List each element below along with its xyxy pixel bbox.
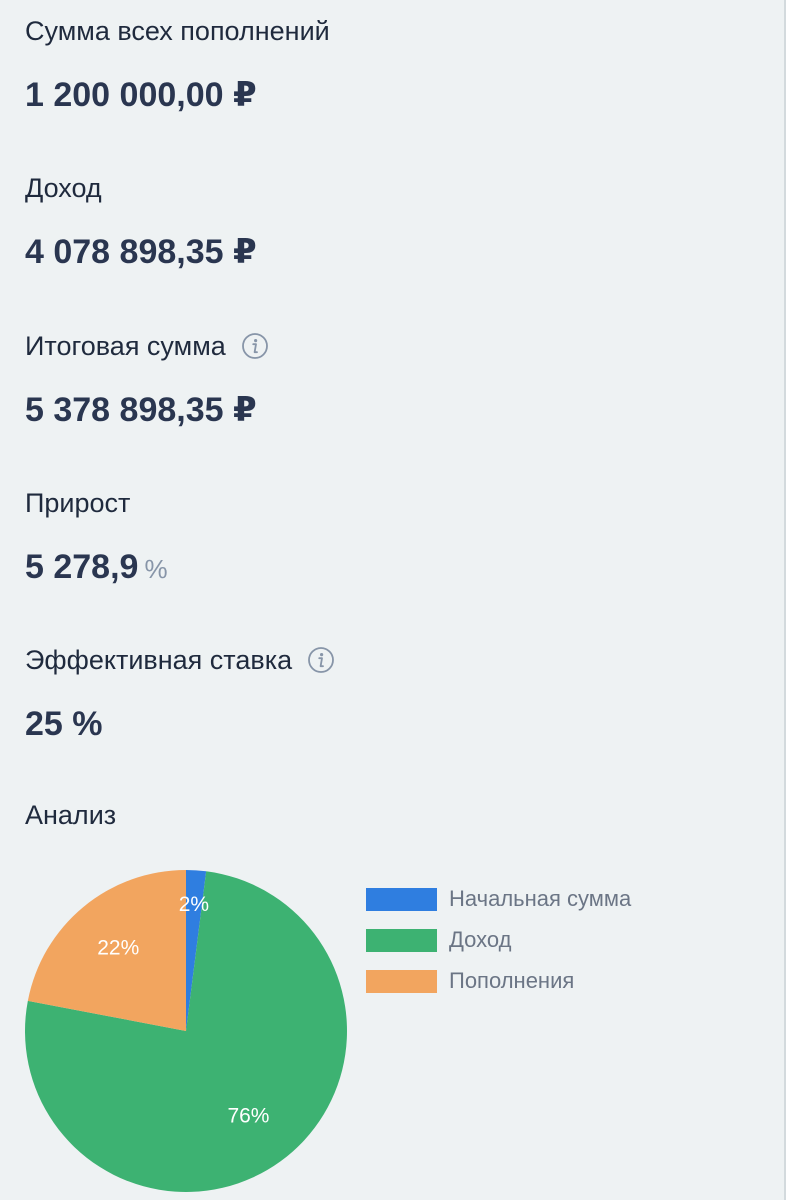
legend-label[interactable]: Начальная сумма: [449, 886, 632, 911]
legend-swatch[interactable]: [366, 929, 437, 952]
pie-labels: 2% 76% 22%: [97, 893, 269, 1127]
legend-swatch[interactable]: [366, 888, 437, 911]
analysis-title: Анализ: [25, 800, 117, 830]
analysis-pie-chart: 2% 76% 22% Начальная сумма Доход Пополнения: [25, 870, 632, 1192]
pie-slice-2[interactable]: [27, 870, 187, 1031]
stat-income: Доход 4 078 898,35 ₽: [25, 171, 257, 272]
stat-value: 5 278,9%: [25, 548, 168, 586]
stat-growth: Прирост 5 278,9%: [25, 486, 168, 587]
pie-slice-label: 22%: [97, 937, 139, 960]
pie-legend: Начальная сумма Доход Пополнения: [366, 886, 632, 993]
info-icon[interactable]: [241, 333, 268, 359]
stat-label: Доход: [25, 172, 102, 203]
stat-value: 5 378 898,35 ₽: [25, 391, 257, 429]
stat-label: Эффективная ставка: [25, 643, 335, 677]
percent-unit: %: [144, 554, 168, 584]
pie-slice-label: 2%: [179, 893, 209, 916]
stat-value: 1 200 000,00 ₽: [25, 76, 257, 114]
stat-label: Прирост: [25, 487, 131, 518]
legend-label[interactable]: Доход: [449, 927, 512, 952]
stat-final-sum: Итоговая сумма 5 378 898,35 ₽: [25, 329, 268, 430]
stat-total-deposits: Сумма всех пополнений 1 200 000,00 ₽: [25, 14, 330, 115]
pie-slice-1[interactable]: [25, 871, 348, 1192]
stat-effective-rate: Эффективная ставка 25 %: [25, 643, 335, 744]
stat-label: Итоговая сумма: [25, 329, 268, 363]
pie-slice-label: 76%: [227, 1105, 269, 1128]
info-icon[interactable]: [308, 647, 335, 673]
legend-swatch[interactable]: [366, 970, 437, 993]
pie-slice-0[interactable]: [186, 870, 207, 1031]
stat-label: Сумма всех пополнений: [25, 15, 330, 46]
pie-slices: [25, 870, 348, 1192]
legend-label[interactable]: Пополнения: [449, 968, 574, 993]
stat-value: 4 078 898,35 ₽: [25, 233, 257, 271]
stat-value: 25 %: [25, 705, 103, 743]
